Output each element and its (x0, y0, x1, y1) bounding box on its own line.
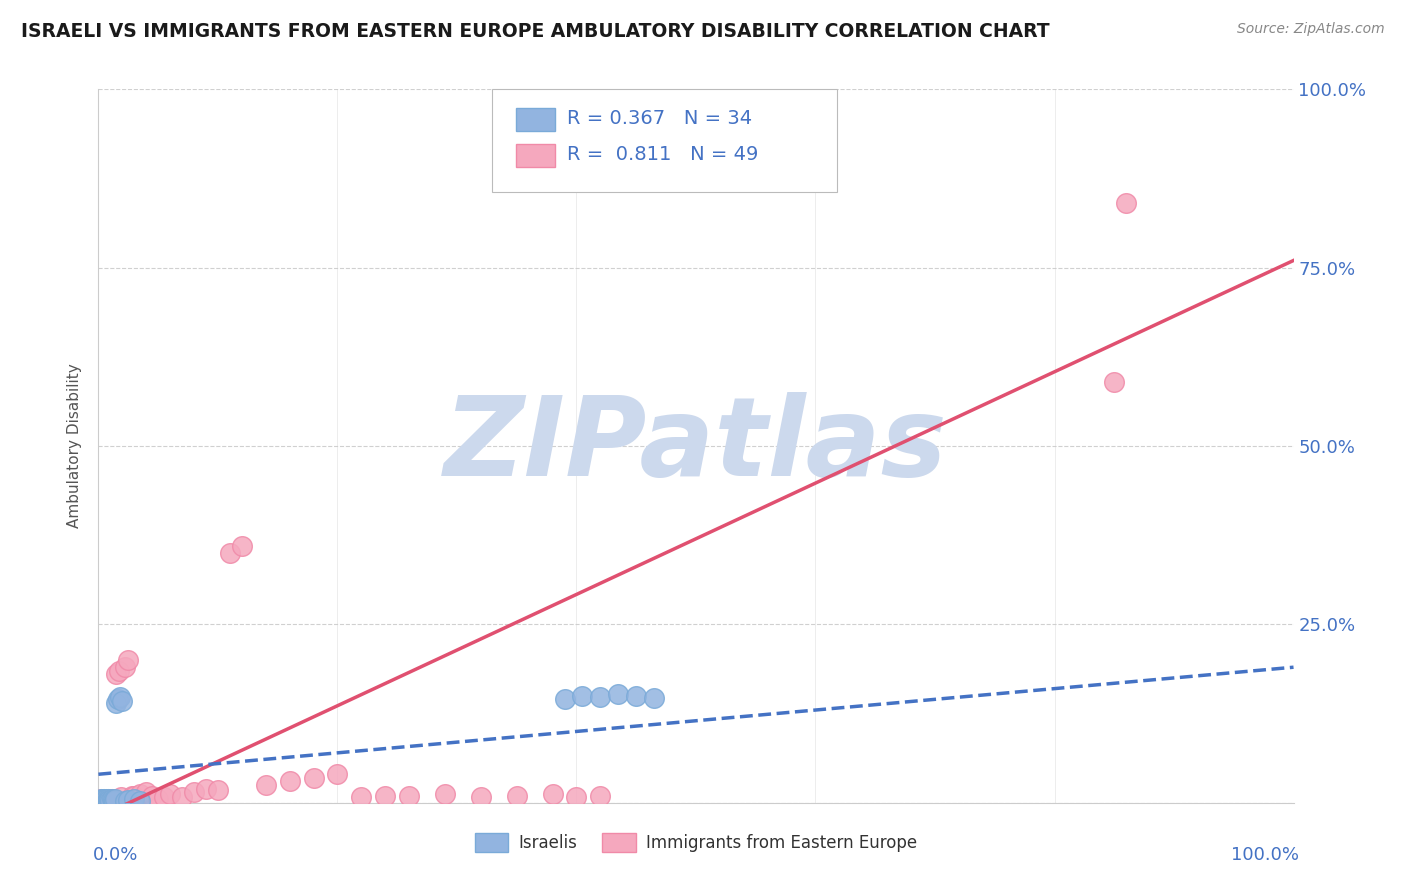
Point (90, 792, 112, 806)
Point (100, 792, 122, 806)
Point (470, 790, 492, 805)
Point (94, 791, 117, 805)
Point (117, 793, 139, 807)
Point (172, 790, 194, 805)
Point (195, 781, 218, 796)
Point (278, 774, 301, 789)
Point (554, 692, 576, 706)
Point (124, 789, 146, 804)
Point (129, 787, 152, 801)
Point (434, 787, 457, 801)
Point (98, 794, 122, 808)
Point (121, 789, 143, 803)
Point (90, 794, 112, 808)
Point (589, 690, 612, 705)
Point (105, 667, 128, 681)
Point (89, 794, 111, 808)
Point (94, 793, 117, 807)
Point (374, 789, 396, 803)
Point (107, 692, 129, 706)
Point (91, 794, 114, 808)
Point (91, 794, 114, 808)
Point (117, 653, 139, 667)
Point (90, 794, 112, 808)
Point (104, 792, 127, 806)
Point (506, 789, 529, 803)
Point (90, 792, 112, 806)
Point (93, 792, 115, 806)
Point (326, 767, 349, 781)
Point (626, 689, 648, 703)
Point (91, 793, 114, 807)
Text: 100.0%: 100.0% (1232, 846, 1299, 863)
Point (148, 792, 170, 806)
Point (91, 794, 114, 808)
Point (91, 793, 114, 807)
Point (93, 792, 115, 806)
Point (101, 794, 124, 808)
Point (607, 687, 630, 701)
Point (97, 792, 120, 806)
Point (103, 792, 125, 806)
Point (219, 546, 242, 560)
Text: R = 0.367   N = 34: R = 0.367 N = 34 (567, 109, 752, 128)
Point (398, 789, 420, 804)
Point (110, 790, 132, 805)
Point (643, 690, 665, 705)
Point (94, 793, 117, 807)
Point (91, 794, 114, 808)
Point (107, 664, 129, 678)
Point (114, 660, 136, 674)
Point (98, 793, 121, 807)
Point (153, 790, 176, 805)
Text: R =  0.811   N = 49: R = 0.811 N = 49 (567, 145, 758, 164)
Point (141, 789, 163, 803)
Point (98, 794, 122, 808)
Point (541, 787, 564, 801)
Point (254, 778, 277, 792)
Point (350, 790, 373, 805)
Point (97, 792, 120, 806)
Point (108, 690, 131, 705)
Point (93, 794, 115, 808)
Point (129, 794, 152, 808)
Point (111, 694, 134, 708)
Point (571, 689, 593, 703)
Point (101, 793, 124, 807)
Text: ZIPatlas: ZIPatlas (444, 392, 948, 500)
Point (96, 794, 118, 808)
Point (124, 792, 146, 806)
Point (135, 785, 157, 799)
Point (1115, 196, 1137, 211)
Point (207, 783, 229, 797)
Point (302, 771, 325, 785)
Point (89, 794, 111, 808)
Point (97, 794, 120, 808)
Point (1104, 375, 1126, 389)
Point (114, 794, 136, 808)
Point (100, 791, 122, 805)
Point (159, 787, 181, 801)
Point (183, 785, 205, 799)
Point (231, 539, 253, 553)
Text: Source: ZipAtlas.com: Source: ZipAtlas.com (1237, 22, 1385, 37)
Point (589, 789, 612, 803)
Y-axis label: Ambulatory Disability: Ambulatory Disability (67, 364, 83, 528)
Point (98, 793, 121, 807)
Text: 0.0%: 0.0% (93, 846, 138, 863)
Text: ISRAELI VS IMMIGRANTS FROM EASTERN EUROPE AMBULATORY DISABILITY CORRELATION CHAR: ISRAELI VS IMMIGRANTS FROM EASTERN EUROP… (21, 22, 1050, 41)
Point (103, 794, 125, 808)
Point (91, 791, 114, 805)
Point (105, 696, 128, 710)
Point (565, 790, 588, 805)
Point (96, 794, 118, 808)
Legend: Israelis, Immigrants from Eastern Europe: Israelis, Immigrants from Eastern Europe (468, 826, 924, 859)
